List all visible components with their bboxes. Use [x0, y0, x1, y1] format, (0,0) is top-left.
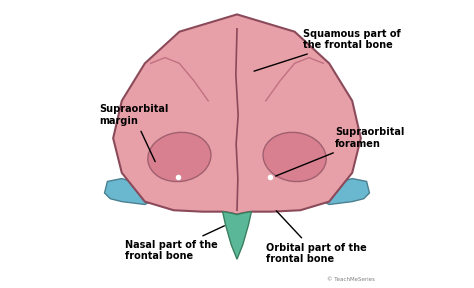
Text: © TeachMeSeries: © TeachMeSeries [328, 277, 375, 282]
Polygon shape [113, 14, 361, 215]
Text: Orbital part of the
frontal bone: Orbital part of the frontal bone [266, 211, 366, 264]
Polygon shape [223, 212, 251, 259]
Text: Squamous part of
the frontal bone: Squamous part of the frontal bone [254, 29, 401, 71]
Text: Supraorbital
margin: Supraorbital margin [99, 105, 168, 162]
Polygon shape [318, 179, 369, 204]
Text: Nasal part of the
frontal bone: Nasal part of the frontal bone [125, 226, 224, 262]
Ellipse shape [263, 132, 326, 182]
Polygon shape [105, 179, 156, 204]
Ellipse shape [148, 132, 211, 182]
Text: Supraorbital
foramen: Supraorbital foramen [275, 127, 404, 176]
